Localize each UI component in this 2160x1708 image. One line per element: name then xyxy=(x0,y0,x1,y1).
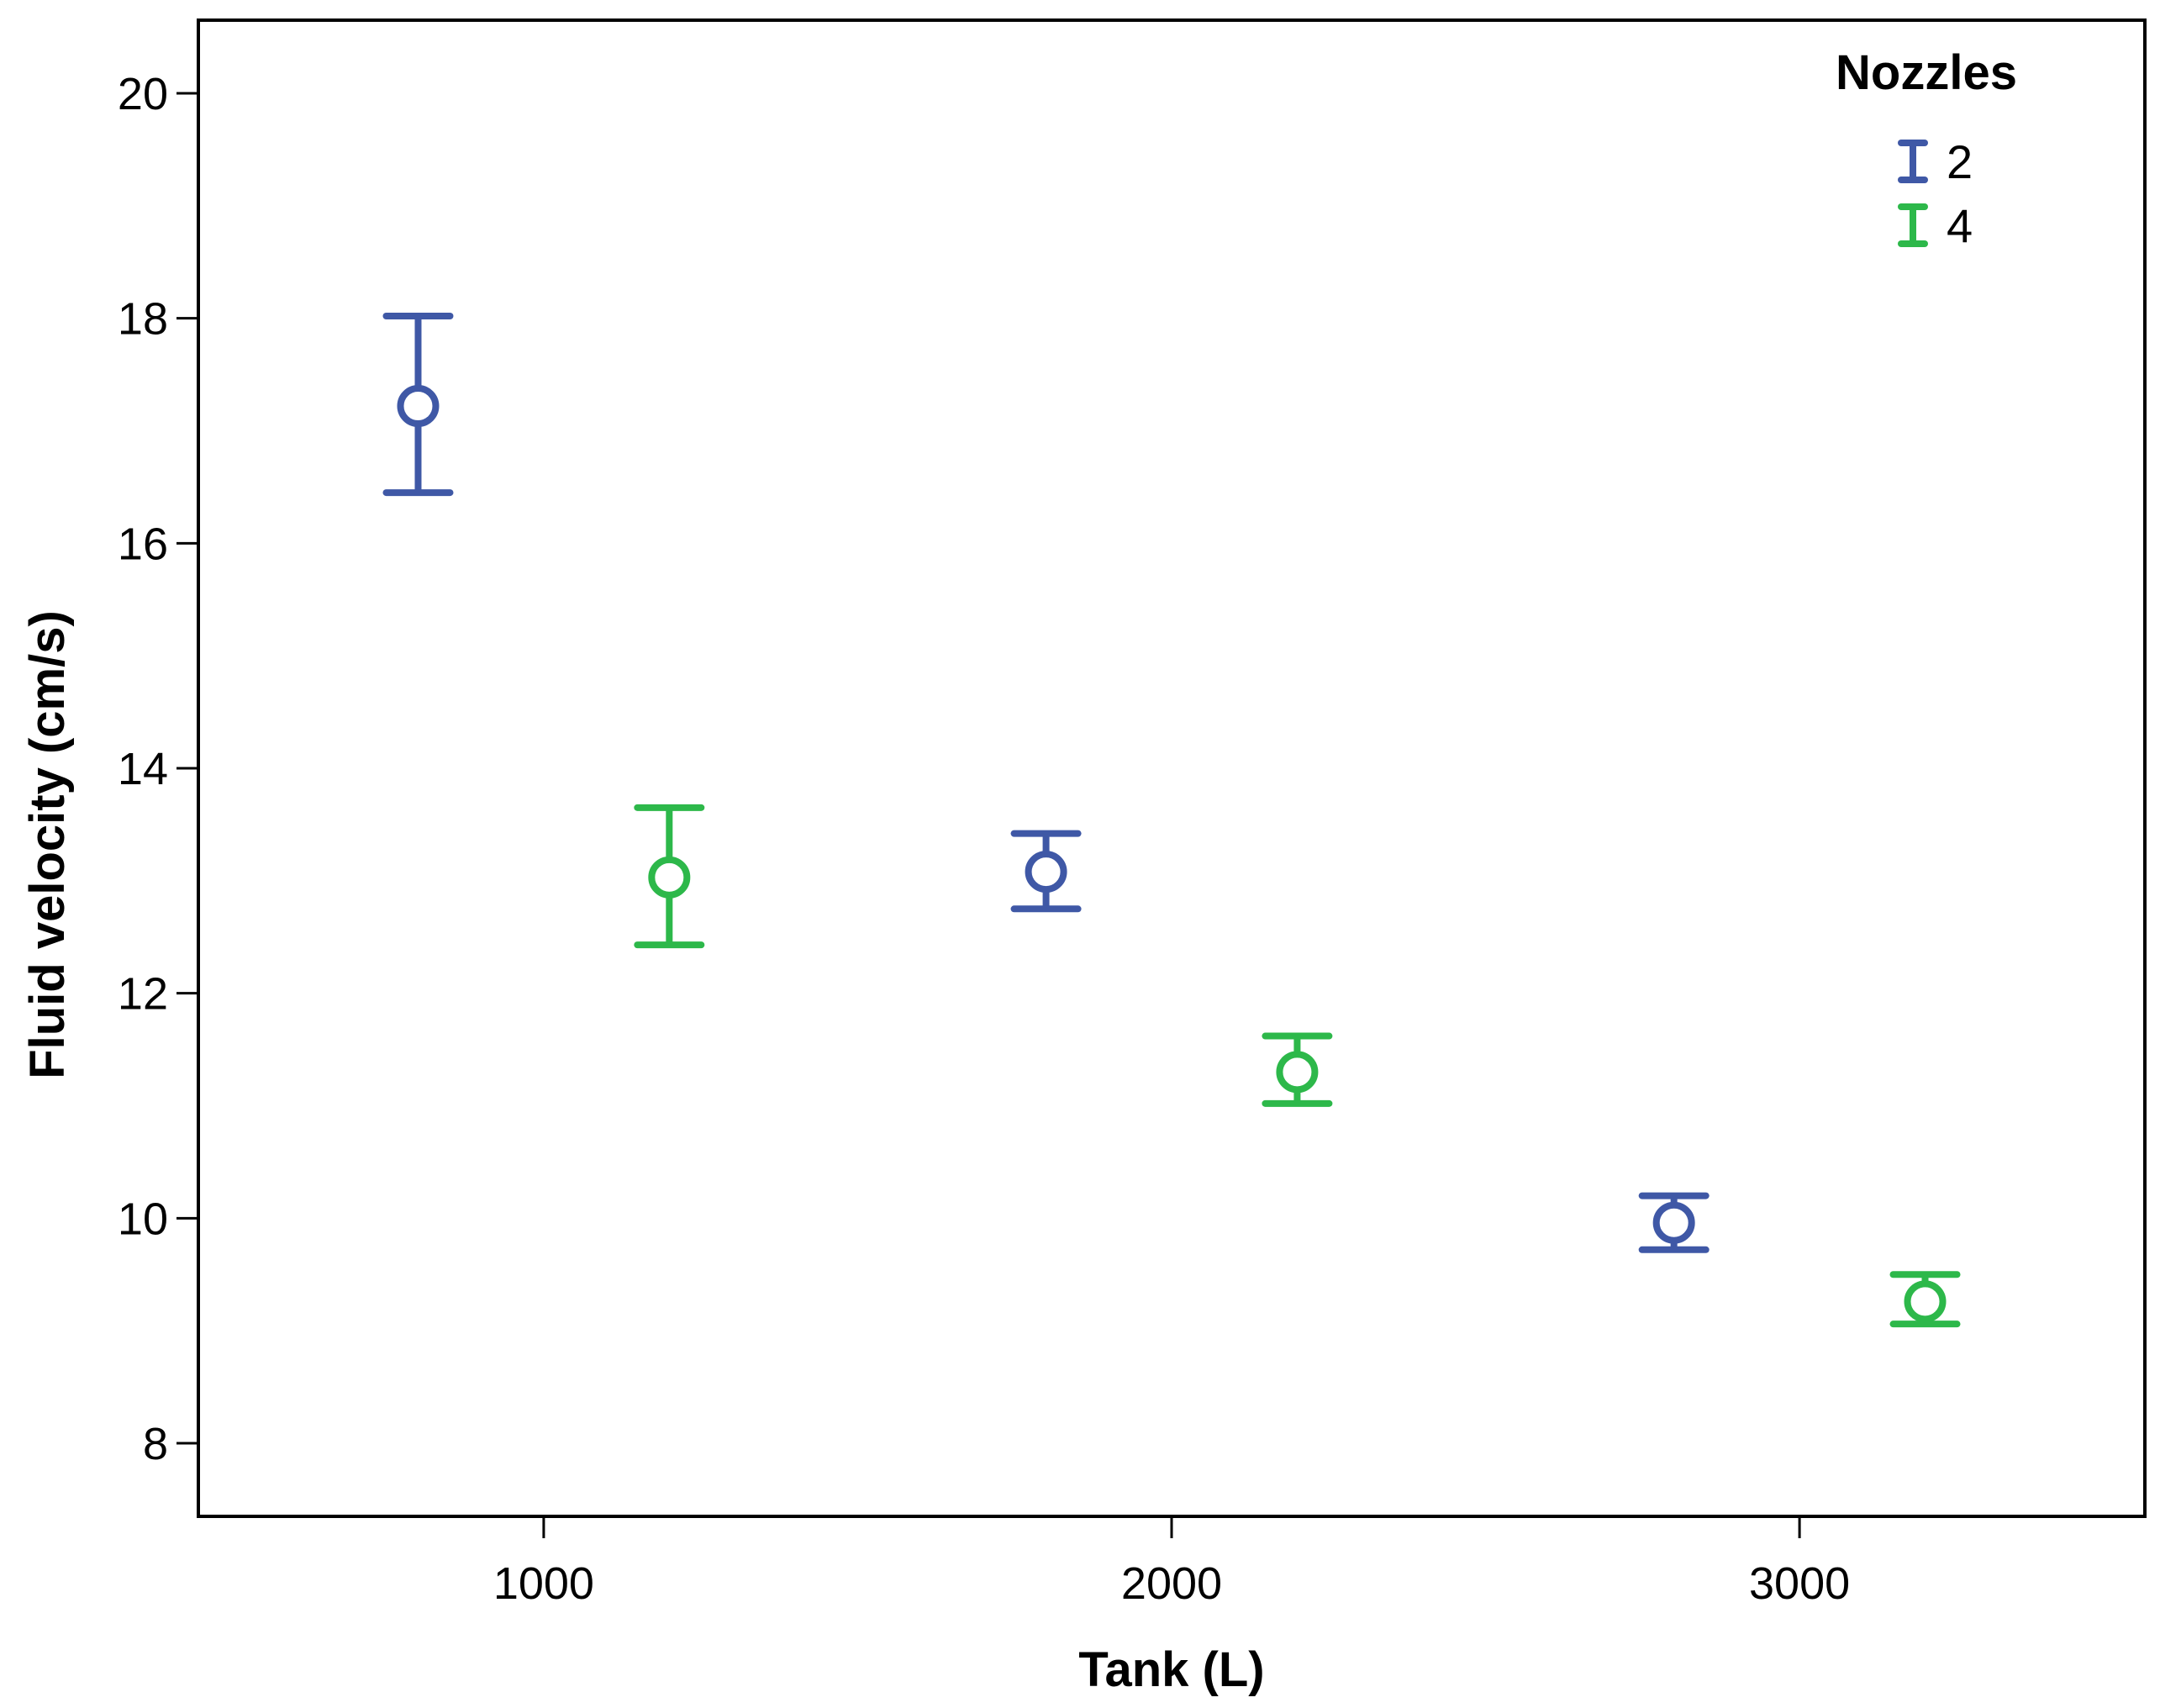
y-tick-label: 16 xyxy=(118,519,168,569)
y-axis: 8 10 12 14 16 18 20 xyxy=(118,69,198,1469)
x-tick-label: 1000 xyxy=(493,1558,594,1609)
mean-point xyxy=(1652,1201,1695,1244)
mean-point xyxy=(1025,851,1067,894)
plot-frame xyxy=(197,18,2147,1518)
x-tick-label: 2000 xyxy=(1121,1558,1222,1609)
legend-entry: 4 xyxy=(1898,199,1973,252)
legend-entry: 2 xyxy=(1898,135,1973,188)
data-marks xyxy=(382,312,1961,1328)
x-axis-title: Tank (L) xyxy=(1078,1642,1264,1697)
y-tick-label: 14 xyxy=(118,744,168,794)
mean-point xyxy=(1904,1280,1947,1323)
y-tick-label: 18 xyxy=(118,294,168,345)
mean-point xyxy=(648,856,691,899)
x-axis: 1000 2000 3000 xyxy=(493,1516,1850,1609)
legend-label: 2 xyxy=(1947,135,1973,188)
x-tick-label: 3000 xyxy=(1749,1558,1850,1609)
y-tick-label: 8 xyxy=(143,1419,168,1469)
y-axis-title: Fluid velocity (cm/s) xyxy=(20,610,75,1079)
y-tick-label: 12 xyxy=(118,969,168,1020)
legend: Nozzles 2 4 xyxy=(1836,45,2017,252)
legend-label: 4 xyxy=(1947,199,1973,252)
y-tick-label: 10 xyxy=(118,1194,168,1244)
y-tick-label: 20 xyxy=(118,69,168,119)
mean-point xyxy=(1276,1051,1319,1094)
legend-title: Nozzles xyxy=(1836,45,2017,100)
mean-point xyxy=(397,385,440,428)
